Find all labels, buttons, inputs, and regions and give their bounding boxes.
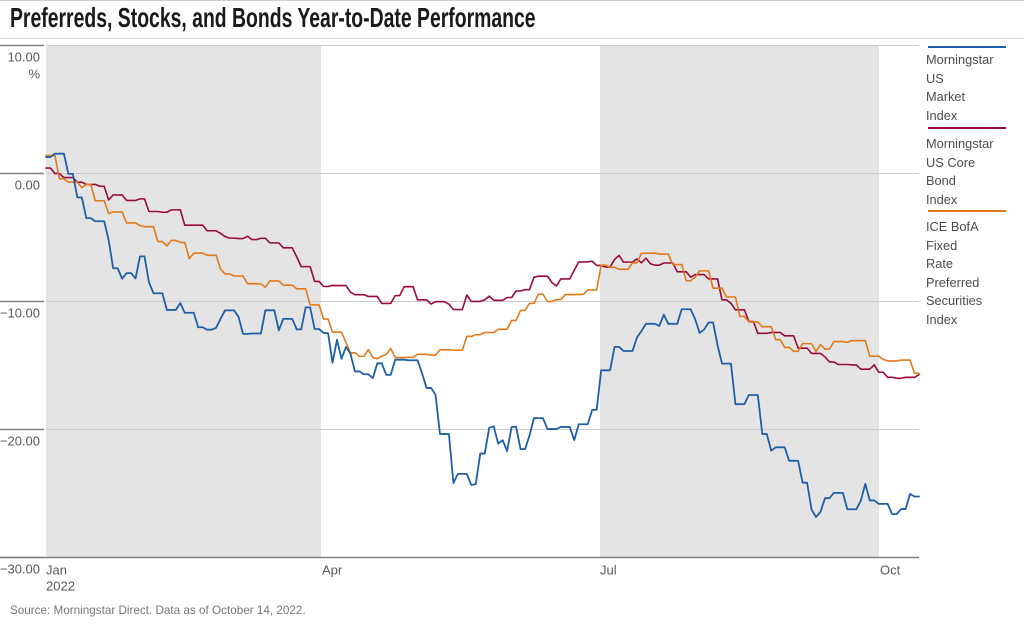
svg-text:0.00: 0.00 xyxy=(15,178,40,193)
svg-text:2022: 2022 xyxy=(46,579,75,594)
svg-text:Oct: Oct xyxy=(880,563,901,578)
svg-text:10.00: 10.00 xyxy=(7,50,40,65)
svg-text:Apr: Apr xyxy=(322,563,343,578)
svg-text:−20.00: −20.00 xyxy=(0,434,40,449)
svg-text:Jul: Jul xyxy=(600,563,617,578)
svg-text:Jan: Jan xyxy=(46,563,67,578)
svg-text:−10.00: −10.00 xyxy=(0,306,40,321)
svg-text:−30.00: −30.00 xyxy=(0,562,40,577)
svg-text:%: % xyxy=(28,67,40,82)
